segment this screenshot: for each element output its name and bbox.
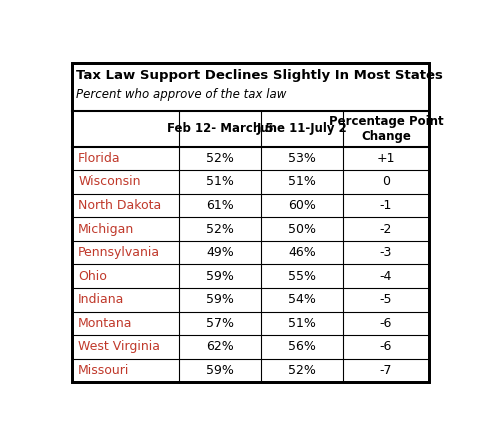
Text: -1: -1 (379, 199, 391, 212)
Text: 51%: 51% (206, 176, 234, 188)
Text: Montana: Montana (78, 317, 132, 330)
Text: Indiana: Indiana (78, 293, 124, 306)
Text: 53%: 53% (288, 152, 316, 165)
Text: Wisconsin: Wisconsin (78, 176, 141, 188)
Text: 62%: 62% (206, 340, 234, 354)
Text: -6: -6 (379, 340, 391, 354)
Text: 55%: 55% (288, 270, 316, 283)
Text: Ohio: Ohio (78, 270, 107, 283)
Text: 49%: 49% (206, 246, 234, 259)
Text: -5: -5 (379, 293, 391, 306)
Text: Pennsylvania: Pennsylvania (78, 246, 160, 259)
Text: 52%: 52% (288, 364, 316, 377)
Text: -6: -6 (379, 317, 391, 330)
Text: 57%: 57% (206, 317, 234, 330)
Text: -2: -2 (379, 222, 391, 236)
Text: 50%: 50% (288, 222, 316, 236)
Text: 51%: 51% (288, 176, 316, 188)
Text: West Virginia: West Virginia (78, 340, 160, 354)
Text: Percentage Point
Change: Percentage Point Change (328, 115, 443, 143)
Text: 59%: 59% (206, 293, 234, 306)
Text: Tax Law Support Declines Slightly In Most States: Tax Law Support Declines Slightly In Mos… (76, 69, 442, 82)
Text: 61%: 61% (206, 199, 234, 212)
Text: 59%: 59% (206, 364, 234, 377)
Text: +1: +1 (376, 152, 394, 165)
FancyBboxPatch shape (72, 62, 428, 382)
Text: North Dakota: North Dakota (78, 199, 161, 212)
Text: -4: -4 (379, 270, 391, 283)
Text: Percent who approve of the tax law: Percent who approve of the tax law (76, 88, 286, 101)
Text: Florida: Florida (78, 152, 121, 165)
Text: 0: 0 (381, 176, 389, 188)
Text: -7: -7 (379, 364, 391, 377)
Text: 46%: 46% (288, 246, 316, 259)
Text: Michigan: Michigan (78, 222, 134, 236)
Text: 54%: 54% (288, 293, 316, 306)
Text: 60%: 60% (288, 199, 316, 212)
Text: June 11-July 2: June 11-July 2 (256, 122, 347, 135)
Text: 56%: 56% (288, 340, 316, 354)
Text: 59%: 59% (206, 270, 234, 283)
Text: Feb 12- March 5: Feb 12- March 5 (167, 122, 273, 135)
Text: 52%: 52% (206, 222, 234, 236)
Text: -3: -3 (379, 246, 391, 259)
Text: Missouri: Missouri (78, 364, 129, 377)
Text: 52%: 52% (206, 152, 234, 165)
Text: 51%: 51% (288, 317, 316, 330)
